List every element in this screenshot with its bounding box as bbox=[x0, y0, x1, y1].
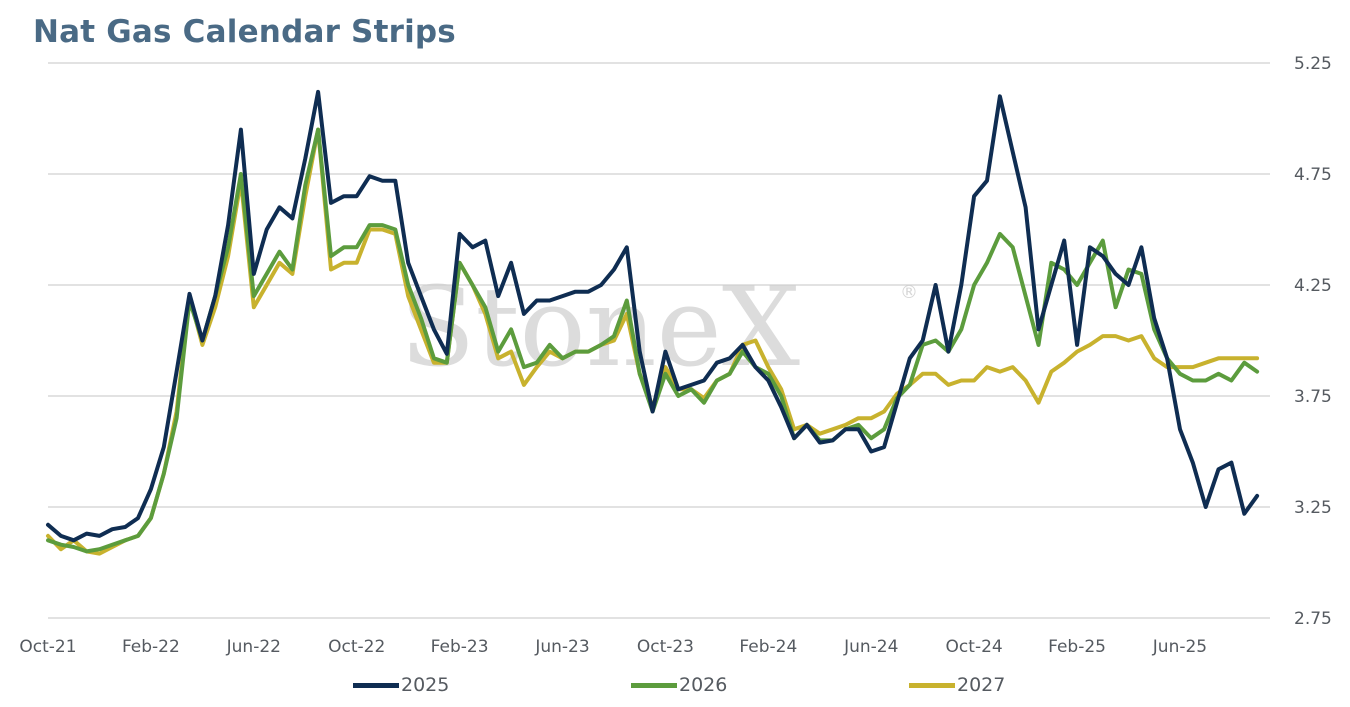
legend-item-2027: 2027 bbox=[909, 674, 1005, 696]
legend: 2025 2026 2027 bbox=[0, 674, 1350, 700]
x-axis-ticks: Oct-21 Feb-22 Jun-22 Oct-22 Feb-23 Jun-23 Oct-… bbox=[19, 637, 1207, 657]
y-tick-label: 3.25 bbox=[1294, 498, 1332, 518]
legend-item-2025: 2025 bbox=[353, 674, 449, 696]
legend-swatch-2025 bbox=[353, 682, 399, 688]
y-tick-label: 4.75 bbox=[1294, 165, 1332, 185]
gridlines bbox=[48, 62, 1270, 619]
x-tick-label: Jun-23 bbox=[534, 637, 589, 657]
x-tick-label: Jun-22 bbox=[226, 637, 281, 657]
x-tick-label: Jun-24 bbox=[843, 637, 898, 657]
x-tick-label: Feb-23 bbox=[431, 637, 489, 657]
y-axis-ticks: 2.75 3.25 3.75 4.25 4.75 5.25 bbox=[1294, 54, 1332, 629]
y-tick-label: 4.25 bbox=[1294, 276, 1332, 296]
legend-label-2026: 2026 bbox=[679, 674, 728, 696]
chart-title: Nat Gas Calendar Strips bbox=[33, 14, 456, 50]
series-lines bbox=[46, 89, 1260, 556]
x-tick-label: Feb-22 bbox=[122, 637, 180, 657]
watermark-text: StoneX bbox=[400, 263, 800, 391]
legend-swatch-2026 bbox=[631, 682, 677, 688]
y-tick-label: 5.25 bbox=[1294, 54, 1332, 74]
x-tick-label: Feb-24 bbox=[739, 637, 797, 657]
legend-label-2025: 2025 bbox=[401, 674, 450, 696]
x-tick-label: Oct-22 bbox=[328, 637, 385, 657]
x-tick-label: Oct-24 bbox=[946, 637, 1003, 657]
legend-item-2026: 2026 bbox=[631, 674, 727, 696]
legend-swatch-2027 bbox=[909, 682, 955, 688]
legend-label-2027: 2027 bbox=[957, 674, 1006, 696]
x-tick-label: Oct-21 bbox=[19, 637, 76, 657]
x-tick-label: Oct-23 bbox=[637, 637, 694, 657]
x-tick-label: Jun-25 bbox=[1152, 637, 1207, 657]
line-chart: StoneX ® 2.75 3.25 3.75 4.25 4.75 5.25 Oct-21… bbox=[19, 54, 1332, 657]
x-tick-label: Feb-25 bbox=[1048, 637, 1106, 657]
watermark-registered-mark: ® bbox=[900, 282, 918, 303]
series-line-2025 bbox=[46, 89, 1260, 543]
y-tick-label: 3.75 bbox=[1294, 387, 1332, 407]
y-tick-label: 2.75 bbox=[1294, 609, 1332, 629]
